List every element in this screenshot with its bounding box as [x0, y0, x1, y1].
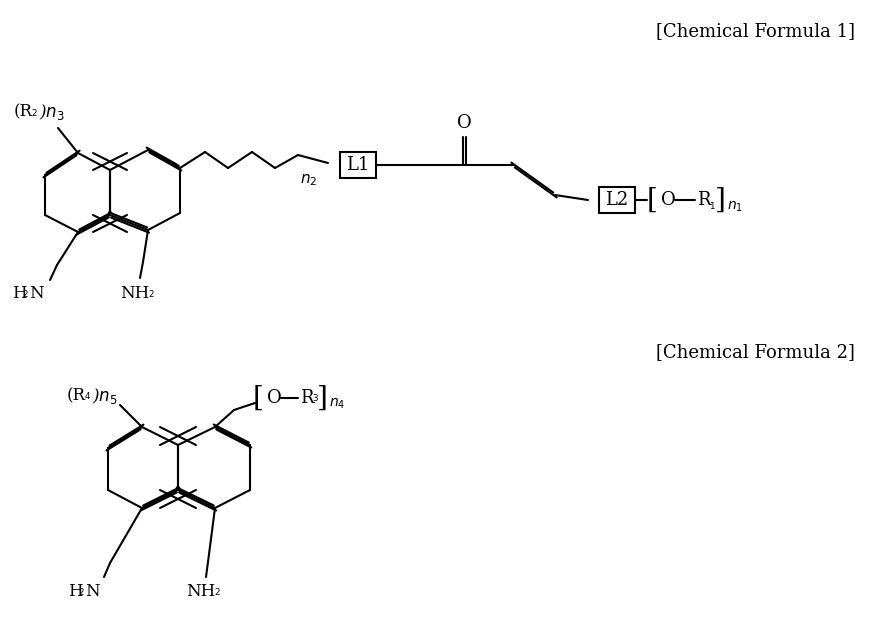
- Text: $n_4$: $n_4$: [328, 397, 345, 411]
- Bar: [340, 152, 376, 178]
- Text: [Chemical Formula 1]: [Chemical Formula 1]: [655, 22, 854, 40]
- Text: N: N: [85, 584, 99, 601]
- Text: $n_1$: $n_1$: [726, 200, 742, 214]
- Text: )$n_5$: )$n_5$: [92, 386, 118, 406]
- Text: H: H: [68, 584, 83, 601]
- Text: NH: NH: [186, 584, 215, 601]
- Text: (R: (R: [14, 104, 33, 121]
- Text: ]: ]: [317, 385, 327, 411]
- Text: $_3$: $_3$: [312, 392, 319, 404]
- Text: L2: L2: [605, 191, 628, 209]
- Text: R: R: [299, 389, 313, 407]
- Text: R: R: [696, 191, 709, 209]
- Text: $_1$: $_1$: [709, 199, 715, 213]
- Text: O: O: [456, 114, 471, 132]
- Text: $_4$: $_4$: [84, 389, 91, 403]
- Text: [Chemical Formula 2]: [Chemical Formula 2]: [655, 343, 854, 361]
- Text: $_2$: $_2$: [22, 286, 29, 300]
- Text: (R: (R: [67, 387, 86, 404]
- Text: $_2$: $_2$: [31, 105, 38, 119]
- Text: N: N: [29, 284, 44, 302]
- Text: O: O: [660, 191, 675, 209]
- Text: $n_2$: $n_2$: [299, 172, 317, 188]
- Text: $_2$: $_2$: [213, 585, 220, 599]
- Text: NH: NH: [120, 284, 149, 302]
- Text: H: H: [12, 284, 26, 302]
- Text: $_2$: $_2$: [78, 585, 84, 599]
- Text: O: O: [267, 389, 282, 407]
- Text: [: [: [646, 187, 657, 213]
- Bar: [598, 187, 634, 213]
- Text: L1: L1: [346, 156, 370, 174]
- Text: [: [: [253, 385, 263, 411]
- Text: ]: ]: [714, 187, 725, 213]
- Text: )$n_3$: )$n_3$: [39, 102, 65, 122]
- Text: $_2$: $_2$: [148, 286, 155, 300]
